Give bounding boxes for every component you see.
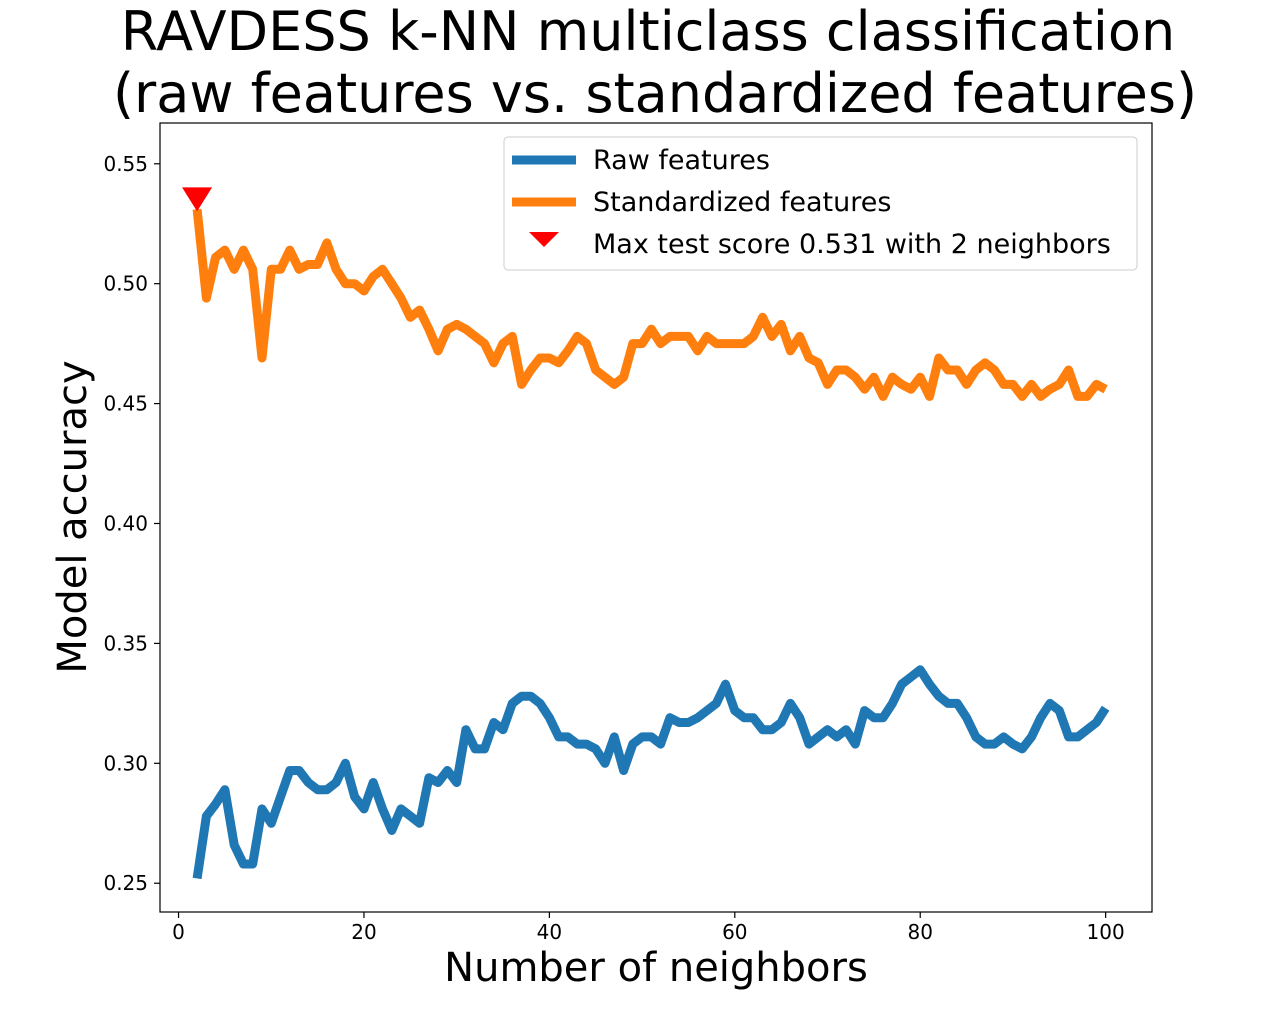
x-axis-label: Number of neighbors <box>444 945 868 991</box>
raw-features-line <box>192 665 1110 880</box>
plot-frame <box>159 122 1153 913</box>
y-tick-label: 0.30 <box>103 751 148 775</box>
legend-box <box>503 136 1138 271</box>
legend-label-raw: Raw features <box>593 145 770 176</box>
y-tick-label: 0.50 <box>103 272 148 296</box>
plot-area <box>182 187 1110 880</box>
legend: Raw features Standardized features Max t… <box>503 136 1138 271</box>
y-tick-label: 0.45 <box>103 392 148 416</box>
legend-swatch-max-marker <box>529 232 559 247</box>
y-tick-label: 0.25 <box>103 871 148 895</box>
x-tick-label: 40 <box>537 920 562 944</box>
x-tick-label: 100 <box>1087 920 1125 944</box>
x-tick-label: 0 <box>172 920 185 944</box>
axis-ticks: 0 20 40 60 80 100 0.25 0.30 0.35 0.40 0.45 0.50 0.55 <box>103 152 1124 944</box>
max-score-marker <box>182 187 213 212</box>
y-tick-label: 0.40 <box>103 511 148 535</box>
y-tick-label: 0.55 <box>103 152 148 176</box>
y-axis-label: Model accuracy <box>50 360 96 673</box>
x-tick-label: 80 <box>907 920 932 944</box>
legend-label-max-marker: Max test score 0.531 with 2 neighbors <box>593 229 1111 260</box>
x-tick-label: 60 <box>722 920 747 944</box>
standardized-features-line <box>192 208 1108 401</box>
y-tick-label: 0.35 <box>103 631 148 655</box>
chart-title: RAVDESS k-NN multiclass classification <box>121 0 1175 63</box>
x-tick-label: 20 <box>351 920 376 944</box>
chart-subtitle: (raw features vs. standardized features) <box>113 62 1197 125</box>
legend-label-standardized: Standardized features <box>593 187 891 218</box>
